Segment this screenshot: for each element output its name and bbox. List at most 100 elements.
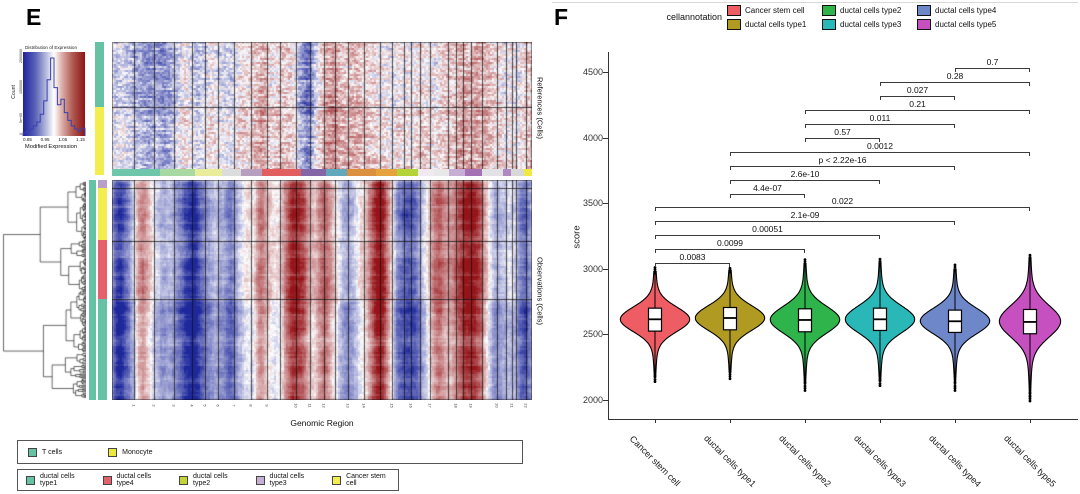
y-tick-label: 3500 <box>582 198 603 209</box>
pvalue-bracket <box>655 249 805 254</box>
outlier-dot <box>953 269 957 273</box>
x-tick-mark <box>805 419 806 423</box>
x-tick-mark <box>730 419 731 423</box>
x-tick-mark <box>880 419 881 423</box>
rowgroup-ductal-cells-type1 <box>98 298 107 400</box>
legend-item-label: Monocyte <box>122 448 153 456</box>
pvalue-bracket <box>805 137 880 142</box>
legend-item: Monocyte <box>108 447 153 457</box>
panel-e-label: E <box>26 4 42 30</box>
references-rowgroup-bar <box>95 42 104 175</box>
rowgroup-ductal-cells-type3 <box>98 180 107 188</box>
y-tick-label: 2500 <box>582 329 603 340</box>
panel-f-top-divider <box>552 2 1078 3</box>
outlier-dot <box>953 386 957 390</box>
y-tick-mark <box>603 72 608 73</box>
observations-legend-box: ductal cells type1 ductal cells type4 duct… <box>17 469 399 491</box>
expression-xtick: 0.85 <box>23 137 32 142</box>
legend-item-label: ductal cells type4 <box>116 473 152 487</box>
y-tick-mark <box>603 334 608 336</box>
outlier-dot <box>953 381 957 385</box>
legend-item-label: ductal cells type3 <box>269 473 305 487</box>
pvalue-bracket <box>730 165 955 170</box>
outlier-dot <box>953 263 957 267</box>
outlier-dot <box>728 369 732 373</box>
y-tick-label: 4500 <box>582 67 603 77</box>
chromosome-strip-segment <box>159 169 196 176</box>
outlier-dot <box>803 260 807 264</box>
y-tick-mark <box>603 268 608 270</box>
expression-legend-xtick-labels: 0.85 0.95 1.05 1.15 <box>23 137 85 142</box>
legend-item: ductal cells type2 <box>179 473 247 487</box>
rowgroup-T-cells <box>95 42 104 108</box>
x-axis-label-Cancer-stem-cell: Cancer stem cell <box>627 433 683 489</box>
chromosome-strip-segment <box>222 169 241 176</box>
legend-item-label: ductal cells type2 <box>193 473 228 487</box>
outlier-dot <box>953 384 957 388</box>
chromosome-strip-segment <box>240 169 262 176</box>
rowgroup-Cancer-stem-cell <box>98 187 107 241</box>
legend-item-label: Cancer stem cell <box>346 473 386 487</box>
outlier-dot <box>878 382 882 385</box>
outlier-dot <box>803 386 807 390</box>
y-tick-label: 4000 <box>582 132 603 143</box>
legend-swatch-Cancer-stem-cell <box>727 5 741 16</box>
x-tick-mark <box>1030 419 1031 423</box>
genomic-region-label: Genomic Region <box>290 418 354 428</box>
legend-swatch <box>255 475 265 485</box>
legend-swatch <box>179 475 189 485</box>
outlier-dot <box>878 257 882 261</box>
pvalue-label: 0.00051 <box>752 224 783 235</box>
outlier-dot <box>878 378 882 382</box>
expression-xtick: 1.05 <box>58 137 68 142</box>
pvalue-label: 0.0012 <box>867 140 893 151</box>
legend-swatch <box>26 475 35 485</box>
x-axis-label-ductal-cells-type4: ductal cells type4 <box>927 433 983 489</box>
legend-label: ductal cells type5 <box>935 19 997 29</box>
y-axis-line <box>608 52 609 420</box>
chromosome-strip-segment <box>434 169 449 176</box>
legend-swatch <box>108 447 118 457</box>
pvalue-bracket <box>655 235 880 240</box>
x-tick-mark <box>955 419 956 423</box>
pvalue-label: 4.4e-07 <box>753 182 782 193</box>
legend-item: T cells <box>28 447 62 457</box>
legend-label: ductal cells type4 <box>935 6 997 15</box>
chromosome-strip-segment <box>301 169 327 176</box>
outlier-dot <box>653 374 657 378</box>
x-axis-label-ductal-cells-type3: ductal cells type3 <box>852 433 908 489</box>
dendrogram <box>2 181 86 399</box>
pvalue-label: 0.21 <box>909 99 926 110</box>
pvalue-bracket <box>730 179 880 184</box>
outlier-dot <box>803 384 807 388</box>
outlier-dot <box>953 265 957 269</box>
outlier-dot <box>653 268 657 271</box>
legend-label: ductal cells type1 <box>745 19 807 29</box>
legend-swatch-ductal-cells-type5 <box>917 18 931 30</box>
expression-histogram-line <box>22 57 86 136</box>
outlier-dot <box>728 372 732 376</box>
chromosome-color-strip <box>112 169 532 176</box>
chromosome-strip-segment <box>195 169 223 176</box>
pvalue-bracket <box>655 221 955 226</box>
references-heatmap <box>112 42 532 175</box>
rowgroup-ductal-cells-type4 <box>98 240 107 299</box>
outlier-dot <box>728 374 732 378</box>
outlier-dot <box>728 270 732 274</box>
pvalue-bracket <box>730 193 805 198</box>
cellannotation-legend-title: cellannotation <box>666 12 722 22</box>
x-axis-label-ductal-cells-type1: ductal cells type1 <box>702 433 758 489</box>
legend-swatch-ductal-cells-type1 <box>727 18 741 30</box>
legend-swatch-ductal-cells-type2 <box>822 5 836 16</box>
chromosome-strip-segment <box>417 169 435 176</box>
outlier-dot <box>953 389 957 392</box>
chromosome-strip-segment <box>448 169 466 176</box>
legend-item: ductal cells type1 <box>26 473 94 487</box>
references-legend-box: T cells Monocyte <box>17 440 523 464</box>
chromosome-strip-segment <box>502 169 512 176</box>
expression-legend-title: Distribution of Expression <box>24 45 78 50</box>
outlier-dot <box>803 381 807 385</box>
observations-outer-bar <box>89 180 96 400</box>
legend-item: ductal cells type3 <box>255 473 324 487</box>
